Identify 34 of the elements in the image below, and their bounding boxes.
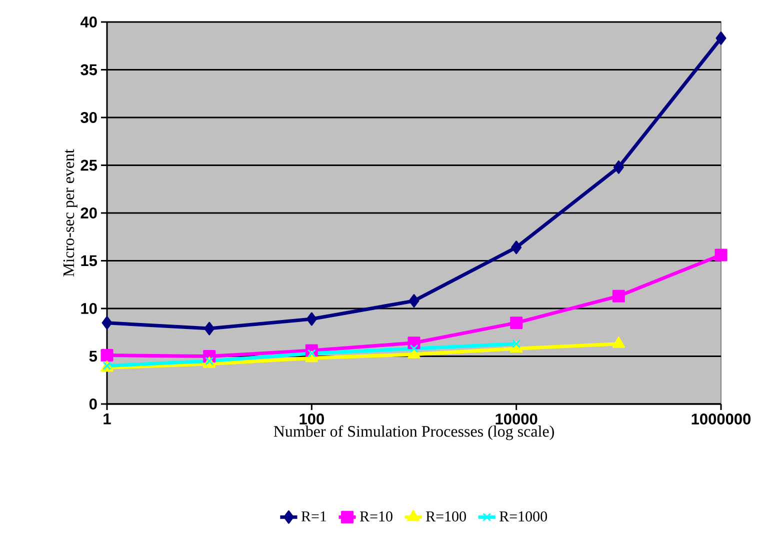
point [306, 312, 317, 326]
point [511, 240, 522, 254]
y-tick-label: 25 [80, 160, 98, 171]
point [410, 344, 418, 353]
point [510, 316, 523, 330]
y-tick-label: 40 [80, 16, 97, 28]
y-tick-label: 15 [81, 255, 98, 266]
point [307, 349, 316, 358]
point [512, 340, 521, 348]
y-tick-label: 5 [89, 350, 98, 362]
y-tick-label: 10 [81, 303, 97, 314]
y-axis-title: Micro-sec per event [63, 149, 78, 277]
point [714, 248, 728, 262]
y-tick-label: 20 [80, 208, 97, 218]
point [204, 322, 215, 336]
legend-label: R=1 [301, 511, 326, 522]
y-tick-label: 35 [80, 64, 98, 76]
point [102, 316, 112, 330]
legend-label: R=10 [360, 511, 392, 522]
legend-label: R=100 [426, 511, 466, 522]
point [613, 160, 624, 174]
x-tick-label: 1000000 [692, 414, 751, 425]
y-tick-label: 30 [80, 112, 97, 123]
point [612, 290, 625, 302]
x-tick-label: 10000 [496, 414, 538, 425]
point [716, 31, 726, 45]
point [205, 356, 214, 366]
point [408, 294, 420, 308]
x-tick-label: 1 [104, 414, 111, 424]
x-tick-label: 100 [300, 414, 324, 425]
legend-label: R=1000 [500, 511, 548, 522]
y-tick-label: 0 [89, 398, 97, 410]
point [100, 349, 114, 362]
x-axis-title: Number of Simulation Processes (log scale) [274, 425, 554, 440]
